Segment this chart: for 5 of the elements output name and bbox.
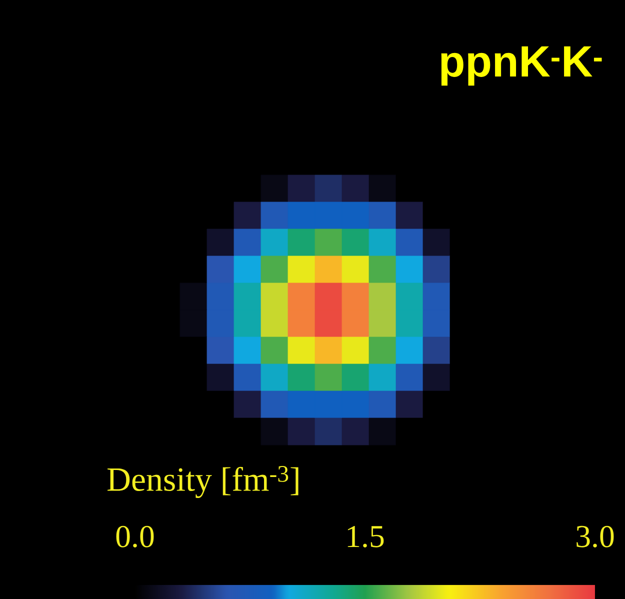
color-bar-label: 3.0 <box>576 526 614 548</box>
color-bar-label: 1.5 <box>348 526 384 548</box>
chart-title: ppnK$^{-}$K$^{-}$ <box>441 46 602 86</box>
color-bar-title: Density [fm$^{-3}$] <box>107 466 298 498</box>
color-bar-label: 0.0 <box>116 526 154 548</box>
